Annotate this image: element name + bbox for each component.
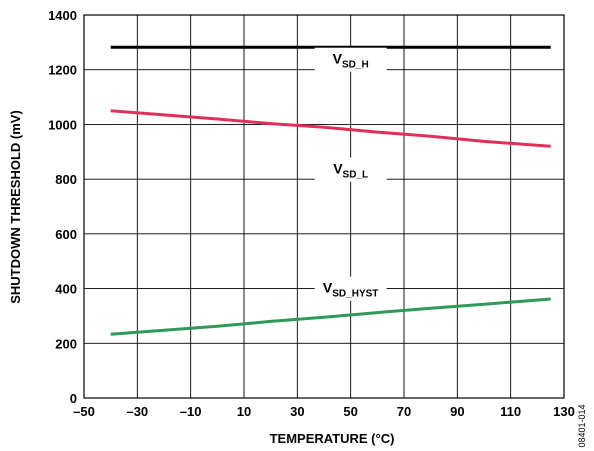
y-tick-label: 800 [55,172,77,187]
series-line-sd-hyst [110,297,551,336]
series-lines [110,45,551,336]
series-label-backdrop [314,276,387,301]
y-tick-label: 1000 [48,117,77,132]
x-tick-labels: –50 –30 –10 10 30 50 70 90 110 130 [73,404,575,419]
y-tick-label: 1200 [48,63,77,78]
y-tick-label: 400 [55,282,77,297]
y-tick-label: 0 [70,391,77,406]
x-tick-label: 30 [290,404,304,419]
series-label-backdrop [314,157,387,182]
x-axis-title: TEMPERATURE (°C) [270,431,395,446]
x-tick-label: –10 [180,404,202,419]
series-labels: VSD_H VSD_L VSD_HYST [314,47,387,301]
y-tick-label: 1400 [48,8,77,23]
x-tick-label: –50 [73,404,95,419]
x-tick-label: 130 [553,404,575,419]
series-line-sd-l [110,109,551,148]
x-tick-label: 50 [343,404,357,419]
grid-lines [84,15,564,398]
figure-id: 08401-014 [577,404,587,447]
series-label-backdrop [314,47,387,72]
series-label: VSD_L [333,161,368,181]
x-tick-label: –30 [126,404,148,419]
x-tick-label: 110 [500,404,521,419]
plot-frame [83,14,565,399]
y-axis-title: SHUTDOWN THRESHOLD (mV) [8,110,23,304]
y-tick-label: 600 [55,227,77,242]
y-tick-labels: 0 200 400 600 800 1000 1200 1400 [48,8,77,406]
x-tick-label: 10 [237,404,251,419]
y-tick-label: 200 [55,336,77,351]
x-tick-label: 90 [450,404,464,419]
series-label: VSD_H [333,51,369,71]
x-tick-label: 70 [397,404,411,419]
series-label: VSD_HYST [323,280,378,300]
